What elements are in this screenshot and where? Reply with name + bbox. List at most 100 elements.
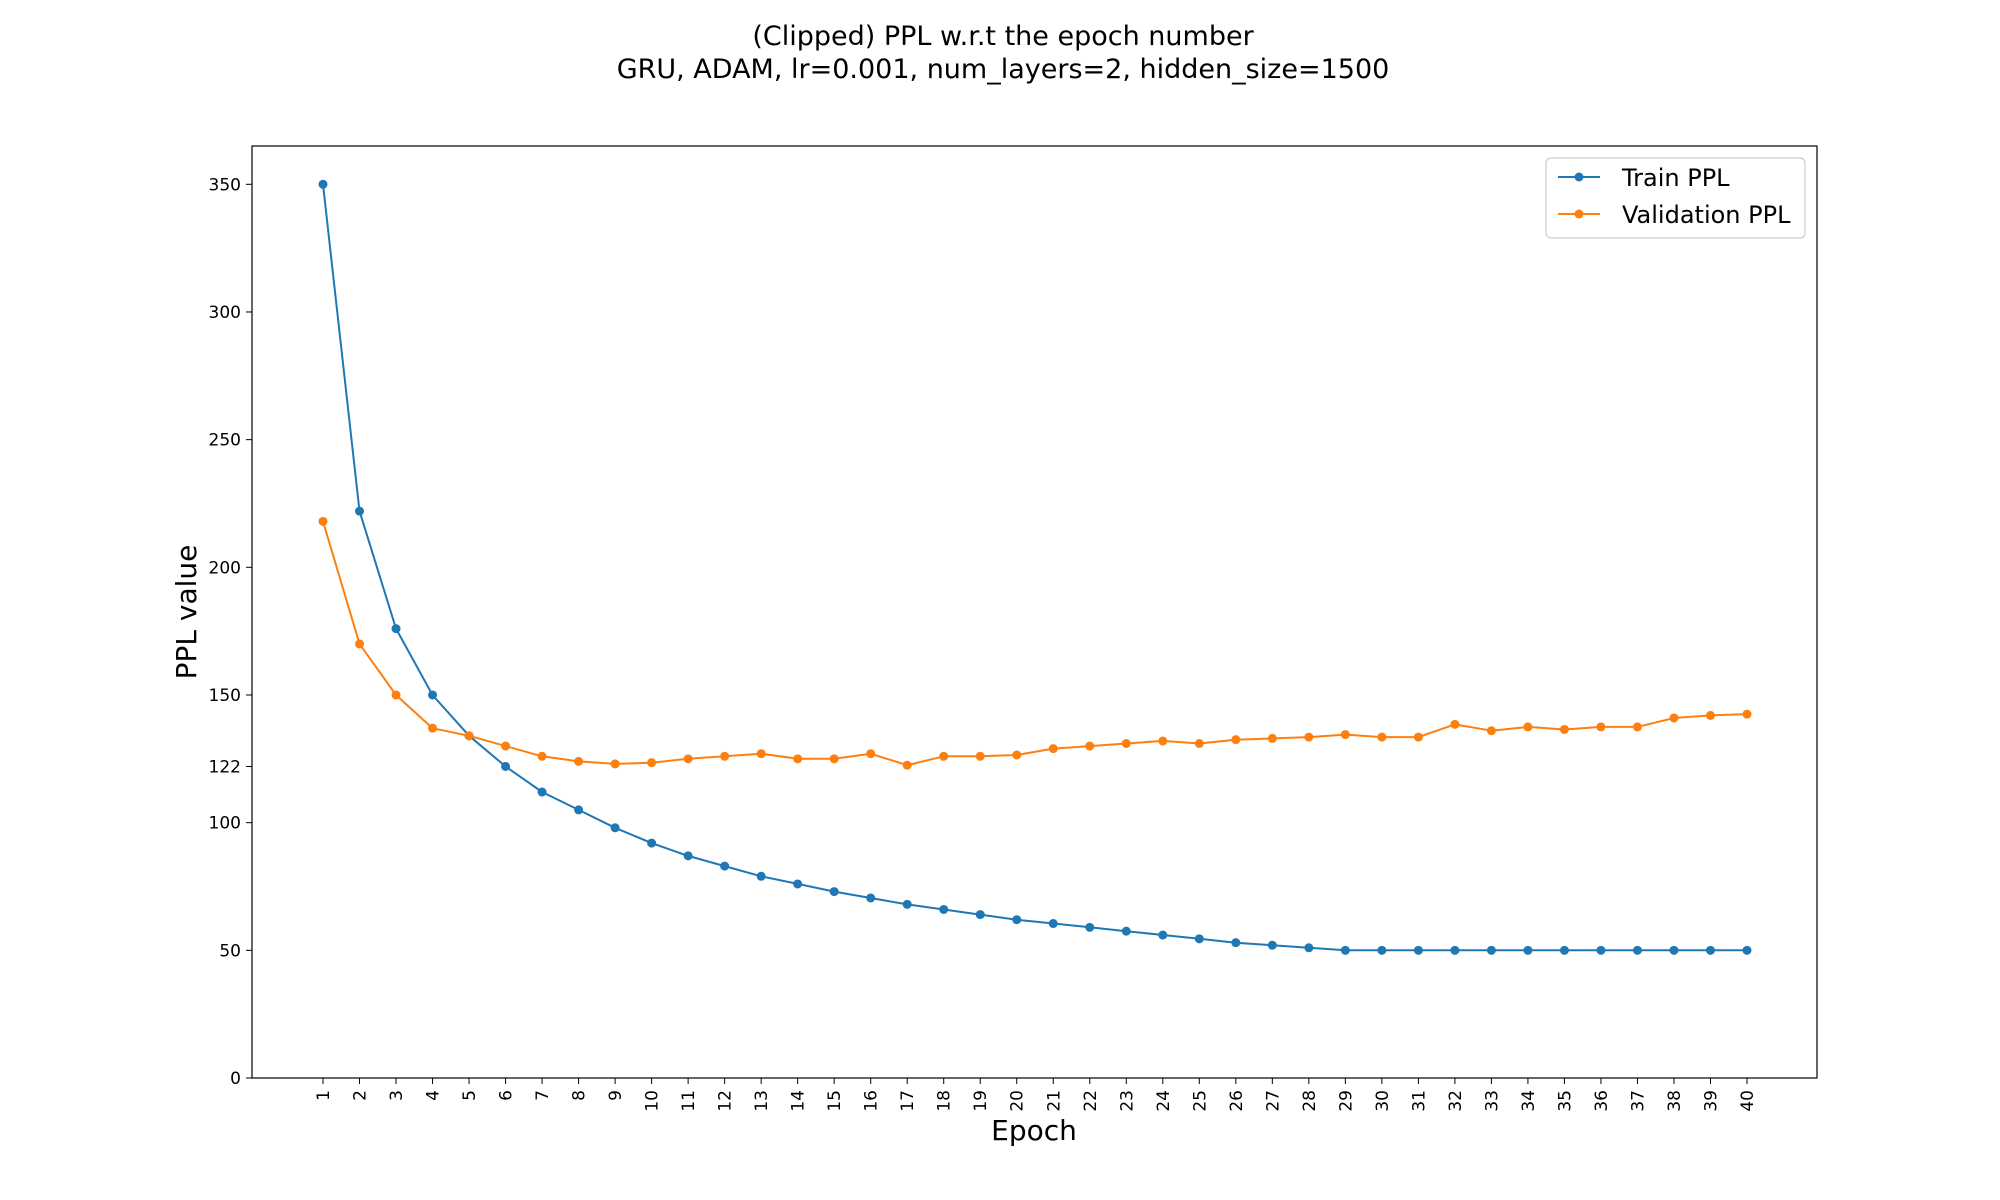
point-validation-ppl-39 [1705, 710, 1715, 720]
legend-train-label: Train PPL [1621, 164, 1730, 192]
x-tick-label: 34 [1519, 1090, 1539, 1112]
point-validation-ppl-31 [1413, 732, 1423, 742]
point-train-ppl-22 [1085, 922, 1095, 932]
point-train-ppl-23 [1121, 926, 1131, 936]
point-validation-ppl-37 [1632, 722, 1642, 732]
y-tick-label: 0 [230, 1069, 241, 1089]
y-tick-label: 200 [209, 558, 241, 578]
x-tick-label: 4 [424, 1090, 444, 1101]
x-tick-label: 40 [1738, 1090, 1758, 1112]
legend-validation-label: Validation PPL [1622, 201, 1791, 229]
chart-title: (Clipped) PPL w.r.t the epoch number [752, 21, 1254, 52]
series-line-validation-ppl [322, 521, 1748, 767]
plot-area [251, 145, 1818, 1079]
point-train-ppl-40 [1742, 945, 1752, 955]
legend: Train PPL Validation PPL [1545, 157, 1806, 239]
x-tick-label: 8 [570, 1090, 590, 1101]
x-tick-label: 28 [1300, 1090, 1320, 1112]
point-train-ppl-17 [902, 899, 912, 909]
point-train-ppl-3 [391, 624, 401, 634]
point-train-ppl-21 [1048, 919, 1058, 929]
series-layer [318, 179, 1752, 955]
point-validation-ppl-2 [355, 639, 365, 649]
point-train-ppl-15 [829, 887, 839, 897]
point-train-ppl-34 [1523, 945, 1533, 955]
point-train-ppl-18 [939, 904, 949, 914]
point-validation-ppl-14 [793, 754, 803, 764]
x-tick-label: 39 [1701, 1090, 1721, 1112]
x-tick-label: 15 [825, 1090, 845, 1112]
x-tick-label: 13 [752, 1090, 772, 1112]
point-validation-ppl-40 [1742, 709, 1752, 719]
x-tick-label: 12 [716, 1090, 736, 1112]
y-tick-label: 122 [209, 757, 241, 777]
point-train-ppl-1 [318, 179, 328, 189]
point-validation-ppl-28 [1304, 732, 1314, 742]
point-train-ppl-19 [975, 910, 985, 920]
x-tick-label: 30 [1373, 1090, 1393, 1112]
x-tick-label: 6 [497, 1090, 517, 1101]
point-validation-ppl-19 [975, 751, 985, 761]
x-tick-label: 17 [898, 1090, 918, 1112]
point-validation-ppl-1 [318, 516, 328, 526]
point-validation-ppl-9 [610, 759, 620, 769]
x-tick-label: 10 [643, 1090, 663, 1112]
x-tick-label: 31 [1409, 1090, 1429, 1112]
y-tick-label: 50 [219, 941, 241, 961]
x-tick-label: 21 [1044, 1090, 1064, 1112]
point-train-ppl-11 [683, 851, 693, 861]
x-tick-label: 20 [1008, 1090, 1028, 1112]
point-validation-ppl-29 [1340, 730, 1350, 740]
x-tick-label: 11 [679, 1090, 699, 1112]
point-validation-ppl-7 [537, 751, 547, 761]
point-train-ppl-31 [1413, 945, 1423, 955]
point-train-ppl-20 [1012, 915, 1022, 925]
y-tick-label: 250 [209, 431, 241, 451]
point-validation-ppl-24 [1158, 736, 1168, 746]
x-axis: 1 2 3 4 5 6 7 8 9 10 11 12 13 14 15 16 17 18 19 20 21 22 23 24 2… [314, 1078, 1758, 1112]
point-validation-ppl-10 [647, 758, 657, 768]
point-train-ppl-2 [355, 506, 365, 516]
x-tick-label: 37 [1628, 1090, 1648, 1112]
point-train-ppl-16 [866, 893, 876, 903]
point-train-ppl-39 [1705, 945, 1715, 955]
point-train-ppl-6 [501, 761, 511, 771]
point-validation-ppl-17 [902, 760, 912, 770]
x-tick-label: 9 [606, 1090, 626, 1101]
point-validation-ppl-34 [1523, 722, 1533, 732]
point-validation-ppl-21 [1048, 744, 1058, 754]
point-train-ppl-13 [756, 871, 766, 881]
point-validation-ppl-6 [501, 741, 511, 751]
point-validation-ppl-36 [1596, 722, 1606, 732]
x-tick-label: 22 [1081, 1090, 1101, 1112]
x-tick-label: 2 [351, 1090, 371, 1101]
point-train-ppl-33 [1486, 945, 1496, 955]
x-tick-label: 38 [1665, 1090, 1685, 1112]
point-train-ppl-29 [1340, 945, 1350, 955]
point-train-ppl-28 [1304, 943, 1314, 953]
point-validation-ppl-30 [1377, 732, 1387, 742]
point-validation-ppl-13 [756, 749, 766, 759]
point-validation-ppl-38 [1669, 713, 1679, 723]
point-train-ppl-14 [793, 879, 803, 889]
x-tick-label: 26 [1227, 1090, 1247, 1112]
point-validation-ppl-20 [1012, 750, 1022, 760]
point-validation-ppl-27 [1267, 733, 1277, 743]
point-train-ppl-30 [1377, 945, 1387, 955]
point-train-ppl-7 [537, 787, 547, 797]
point-train-ppl-10 [647, 838, 657, 848]
point-train-ppl-24 [1158, 930, 1168, 940]
point-train-ppl-25 [1194, 934, 1204, 944]
point-train-ppl-35 [1559, 945, 1569, 955]
point-train-ppl-37 [1632, 945, 1642, 955]
point-validation-ppl-12 [720, 751, 730, 761]
y-tick-label: 300 [209, 303, 241, 323]
point-validation-ppl-11 [683, 754, 693, 764]
y-axis-label: PPL value [170, 545, 203, 680]
point-validation-ppl-35 [1559, 724, 1569, 734]
point-validation-ppl-15 [829, 754, 839, 764]
x-tick-label: 5 [460, 1090, 480, 1101]
point-validation-ppl-33 [1486, 726, 1496, 736]
x-tick-label: 36 [1592, 1090, 1612, 1112]
